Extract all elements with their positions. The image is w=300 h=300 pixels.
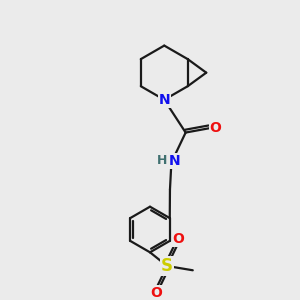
Text: H: H — [157, 154, 167, 167]
Text: S: S — [161, 257, 173, 275]
Text: N: N — [158, 93, 170, 107]
Text: N: N — [168, 154, 180, 168]
Text: O: O — [172, 232, 184, 246]
Text: O: O — [150, 286, 162, 300]
Text: O: O — [209, 121, 221, 135]
